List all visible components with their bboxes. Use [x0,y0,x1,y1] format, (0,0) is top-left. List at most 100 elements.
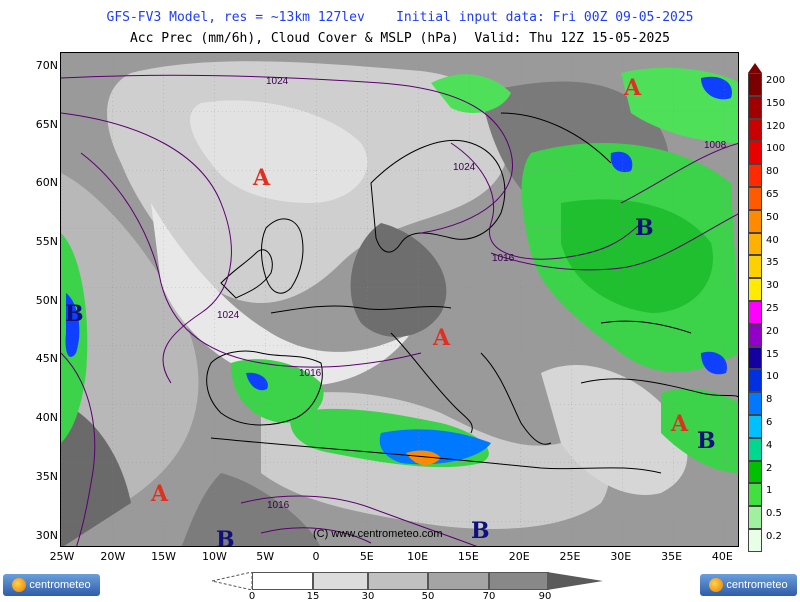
logo-text: centrometeo [29,579,91,591]
colorbar-label: 65 [766,189,779,200]
colorbar-label: 0.5 [766,508,782,520]
colorbar-swatch [748,209,762,233]
svg-text:1024: 1024 [217,310,240,321]
colorbar-label: 25 [766,303,779,314]
svg-text:1024: 1024 [266,76,289,87]
colorbar-label: 4 [766,439,773,451]
longitude-label: 10E [407,550,429,563]
colorbar-label: 50 [766,211,779,223]
low-center: B [471,518,490,544]
svg-text:1016: 1016 [299,368,322,379]
latitude-label: 55N [35,235,58,248]
title-line-2: Acc Prec (mm/6h), Cloud Cover & MSLP (hP… [129,31,671,46]
colorbar-label: 0.2 [766,531,782,542]
cloud-scale-label: 70 [482,591,496,602]
latitude-label: 50N [35,294,58,307]
low-center: B [65,301,84,327]
map-canvas: 1024 1024 1016 1024 1016 1008 1016 A A A… [61,53,738,547]
colorbar-swatch [748,392,762,415]
colorbar-swatch [748,141,762,165]
colorbar-label: 30 [766,280,779,292]
colorbar-swatch [748,278,762,301]
cloud-scale-label: 15 [306,591,320,602]
colorbar-swatch [748,301,762,324]
colorbar-label: 8 [766,394,773,406]
colorbar-label: 1 [766,485,773,497]
colorbar-label: 6 [766,417,773,428]
cloud-scale-label: 30 [361,591,375,602]
cloud-scale-label: 50 [421,591,435,602]
longitude-label: 15W [151,550,177,563]
colorbar-swatch [748,369,762,393]
logo-text: centrometeo [726,579,788,591]
latitude-label: 45N [35,352,58,365]
coastlines [206,112,738,474]
centrometeo-logo-left[interactable]: centrometeo [3,574,100,596]
logo-icon [709,578,724,592]
latitude-label: 40N [35,411,58,424]
svg-text:1016: 1016 [267,500,290,511]
cloud-scale-swatch [368,572,428,590]
colorbar-swatch [748,506,762,529]
graticule [61,53,738,546]
logo-icon [12,578,27,592]
cloud-scale-left-arrow [212,572,252,590]
colorbar-swatch [748,187,762,210]
centrometeo-logo-right[interactable]: centrometeo [700,574,797,596]
high-center: A [252,165,271,191]
colorbar-swatch [748,118,762,142]
colorbar-label: 40 [766,234,779,246]
low-center: B [697,428,716,454]
colorbar-swatch [748,95,762,119]
longitude-label: 5E [359,550,374,563]
longitude-label: 10W [201,550,227,563]
high-center: A [670,411,689,437]
colorbar-swatch [748,460,762,484]
colorbar-arrow [748,63,762,73]
colorbar-label: 150 [766,97,786,109]
cloud-scale-swatch [313,572,368,590]
cloud-scale-right-arrow [547,572,603,590]
longitude-label: 0 [312,550,320,563]
colorbar-swatch [748,437,762,461]
colorbar-label: 35 [766,257,779,269]
colorbar-swatch [748,346,762,370]
cloud-scale-swatch [428,572,489,590]
longitude-label: 25W [49,550,75,563]
isobar-labels: 1024 1024 1016 1024 1016 1008 1016 [217,76,727,511]
colorbar-swatch [748,232,762,256]
colorbar-label: 120 [766,120,786,132]
colorbar-label: 15 [766,348,779,360]
colorbar-swatch [748,483,762,507]
cloud-scale-swatch [489,572,549,590]
svg-text:1008: 1008 [704,140,727,151]
longitude-label: 30E [610,550,632,563]
cloud-scale-label: 90 [538,591,552,602]
colorbar-swatch [748,73,762,96]
colorbar-label: 10 [766,371,779,383]
low-center: B [216,527,235,547]
svg-text:1016: 1016 [492,253,515,264]
latitude-label: 30N [35,529,58,542]
colorbar-swatch [748,529,762,552]
latitude-label: 70N [35,59,58,72]
colorbar-label: 2 [766,462,773,474]
colorbar-swatch [748,415,762,438]
copyright-text: (C) www.centrometeo.com [313,528,443,540]
low-center: B [635,215,654,241]
svg-text:1024: 1024 [453,162,476,173]
latitude-label: 60N [35,176,58,189]
pressure-centers: A A A A A B B B B B [65,75,716,547]
longitude-label: 25E [559,550,581,563]
weather-map: 1024 1024 1016 1024 1016 1008 1016 A A A… [60,52,739,547]
colorbar-swatch [748,255,762,279]
colorbar-swatch [748,323,762,347]
colorbar-label: 80 [766,166,779,178]
longitude-label: 40E [711,550,733,563]
latitude-label: 65N [35,118,58,131]
cloud-scale-swatch [252,572,313,590]
longitude-label: 20W [100,550,126,563]
longitude-label: 20E [508,550,530,563]
longitude-label: 15E [457,550,479,563]
latitude-label: 35N [35,470,58,483]
